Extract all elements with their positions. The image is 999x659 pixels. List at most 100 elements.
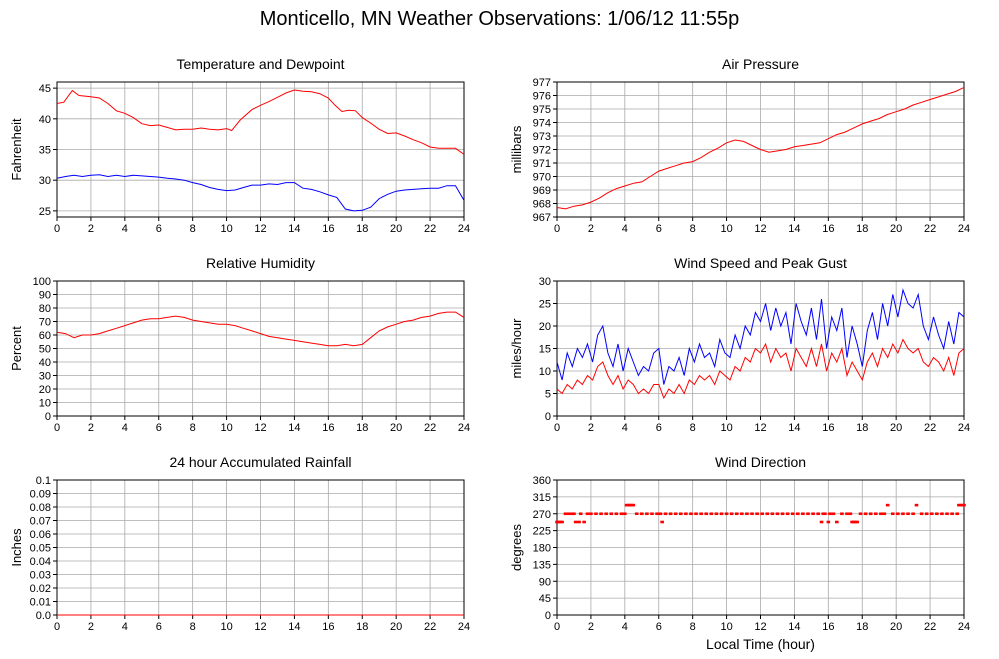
x-tick-label: 8 [190,621,196,633]
data-point [678,512,683,516]
x-tick-label: 14 [788,621,800,633]
y-tick-label: 974 [533,118,551,130]
data-point [924,512,929,516]
data-point [631,503,636,507]
x-tick-label: 0 [54,422,60,434]
x-tick-label: 4 [622,422,628,434]
x-tick-label: 6 [656,223,662,235]
data-point [719,512,724,516]
y-tick-label: 40 [39,114,51,126]
chart-title: Relative Humidity [206,255,315,271]
data-point [950,512,954,516]
x-tick-label: 6 [156,422,162,434]
data-point [911,512,915,516]
x-tick-label: 20 [890,223,902,235]
y-tick-label: 5 [545,389,551,401]
y-tick-label: 967 [533,212,551,224]
data-point [582,520,586,524]
x-tick-label: 24 [958,422,970,434]
data-point [634,512,639,516]
data-point [578,512,583,516]
y-tick-label: 0.03 [30,570,51,582]
data-point [885,503,890,507]
x-tick-label: 4 [122,223,128,235]
data-point [929,512,934,516]
x-tick-label: 10 [720,223,732,235]
x-tick-label: 16 [822,223,834,235]
x-tick-label: 12 [754,422,766,434]
data-point [826,520,831,524]
x-tick-label: 20 [390,621,402,633]
y-tick-label: 0.06 [30,529,51,541]
x-tick-label: 10 [720,422,732,434]
data-point [780,512,785,516]
data-point [796,512,800,516]
x-tick-label: 0 [554,223,560,235]
data-point [879,512,883,516]
y-axis-label: miles/hour [509,318,524,379]
x-tick-label: 2 [588,422,594,434]
data-point [775,512,780,516]
x-tick-label: 4 [122,422,128,434]
x-tick-label: 4 [122,621,128,633]
data-point [699,512,703,516]
x-tick-label: 12 [754,223,766,235]
series-line [556,86,965,210]
chart-title: Air Pressure [722,56,799,72]
data-point [801,512,805,516]
y-tick-label: 30 [539,276,551,288]
y-tick-label: 0.09 [30,489,51,501]
x-tick-label: 16 [322,621,334,633]
data-point [609,512,614,516]
data-point [868,512,873,516]
y-axis-label: Percent [9,326,24,371]
x-axis-label: Local Time (hour) [706,636,815,652]
y-tick-label: 45 [539,593,551,605]
data-point [572,512,576,516]
data-point [655,512,659,516]
x-tick-label: 24 [458,223,470,235]
series-line [56,174,465,212]
data-point [729,512,734,516]
x-tick-label: 10 [220,621,232,633]
y-tick-label: 70 [39,317,51,329]
y-tick-label: 100 [33,276,51,288]
x-tick-label: 20 [390,422,402,434]
data-point [740,512,744,516]
y-tick-label: 0.01 [30,597,51,609]
y-tick-label: 60 [39,330,51,342]
x-tick-label: 12 [254,621,266,633]
series-line [556,338,965,400]
x-tick-label: 6 [156,223,162,235]
data-point [945,512,949,516]
x-tick-label: 8 [190,422,196,434]
data-point [906,512,910,516]
y-tick-label: 0.04 [30,556,51,568]
data-point [962,503,966,507]
data-point [567,512,571,516]
x-tick-label: 18 [856,223,868,235]
y-tick-label: 225 [533,526,551,538]
y-tick-label: 0.07 [30,516,51,528]
x-tick-label: 0 [54,621,60,633]
y-axis-label: degrees [509,524,524,571]
data-point [573,520,578,524]
x-tick-label: 2 [88,422,94,434]
x-tick-label: 22 [424,223,436,235]
data-point [704,512,709,516]
data-point [874,512,878,516]
x-tick-label: 18 [356,223,368,235]
data-point [935,512,939,516]
data-point [831,512,836,516]
data-point [619,512,624,516]
series-line [556,288,965,385]
x-tick-label: 20 [390,223,402,235]
y-tick-label: 973 [533,131,551,143]
data-point [645,512,649,516]
x-tick-label: 10 [720,621,732,633]
data-point [668,512,673,516]
x-tick-label: 14 [288,223,300,235]
data-point [750,512,754,516]
